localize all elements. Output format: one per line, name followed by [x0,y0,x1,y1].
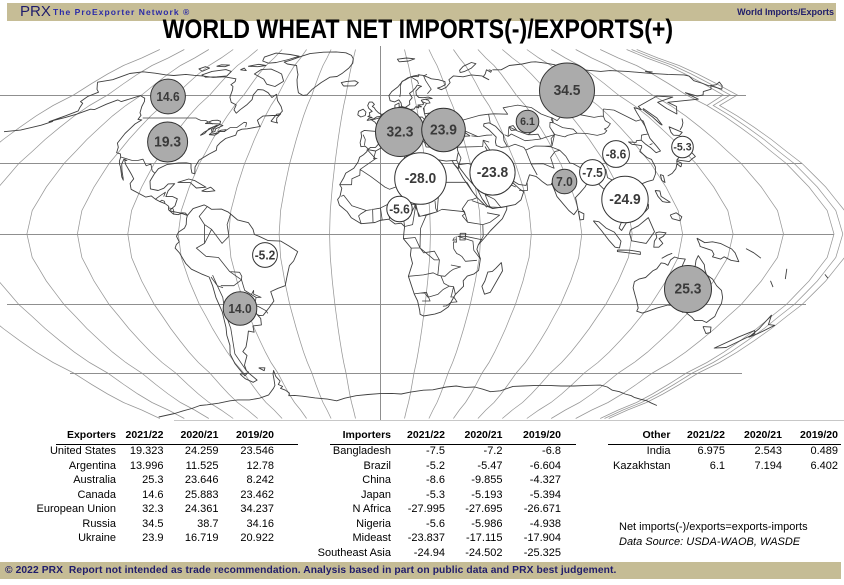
svg-text:-28.0: -28.0 [405,171,436,188]
svg-text:-23.8: -23.8 [477,165,508,182]
svg-text:14.6: 14.6 [156,90,179,105]
svg-text:-8.6: -8.6 [606,147,627,162]
svg-text:14.0: 14.0 [228,302,251,317]
svg-text:6.1: 6.1 [520,116,535,128]
svg-text:7.0: 7.0 [556,175,573,190]
svg-text:-5.2: -5.2 [255,248,276,263]
svg-text:32.3: 32.3 [387,124,414,141]
svg-text:-5.6: -5.6 [389,202,410,217]
svg-text:34.5: 34.5 [554,83,581,100]
svg-text:-5.3: -5.3 [673,141,691,153]
svg-text:25.3: 25.3 [675,281,702,298]
svg-text:23.9: 23.9 [430,122,457,139]
svg-text:19.3: 19.3 [154,134,181,151]
svg-text:-7.5: -7.5 [582,166,603,181]
svg-text:-24.9: -24.9 [609,192,640,209]
